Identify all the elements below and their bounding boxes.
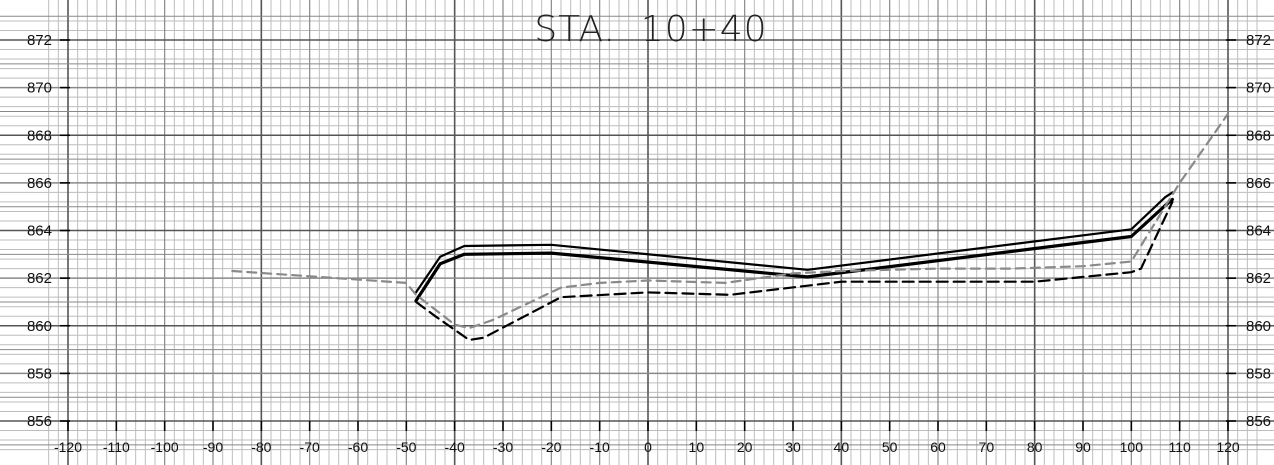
x-tick-label: -60: [348, 439, 368, 455]
x-tick-label: -50: [396, 439, 416, 455]
x-tick-label: 70: [979, 439, 995, 455]
x-tick-label: 60: [930, 439, 946, 455]
x-tick-label: -20: [541, 439, 561, 455]
y-tick-label-right: 856: [1246, 413, 1271, 430]
y-tick-label-right: 870: [1246, 80, 1271, 97]
series-line-solid-black-top: [414, 191, 1174, 294]
y-tick-label-right: 864: [1246, 223, 1271, 240]
x-tick-label: 90: [1075, 439, 1091, 455]
axes: 872 872 870 870 868 868 866 866 864 864 862 862 860 8…: [27, 32, 1271, 455]
x-tick-label: 30: [785, 439, 801, 455]
x-tick-label: 40: [834, 439, 850, 455]
x-tick-label: -90: [203, 439, 223, 455]
x-tick-label: -80: [251, 439, 271, 455]
x-tick-label: 120: [1216, 439, 1240, 455]
y-tick-label-left: 872: [27, 32, 52, 49]
x-tick-label: 10: [689, 439, 705, 455]
y-tick-label-left: 856: [27, 413, 52, 430]
x-tick-label: 20: [737, 439, 753, 455]
y-tick-label-right: 866: [1246, 175, 1271, 192]
x-tick-label: -120: [54, 439, 82, 455]
x-tick-label: 110: [1169, 439, 1192, 455]
series-layer: [231, 112, 1230, 342]
x-tick-label: 50: [882, 439, 898, 455]
y-tick-label-right: 872: [1246, 32, 1271, 49]
y-tick-label-left: 864: [27, 223, 52, 240]
x-tick-label: 0: [644, 439, 652, 455]
y-tick-label-left: 868: [27, 127, 52, 144]
x-tick-label: -40: [445, 439, 465, 455]
y-tick-label-right: 858: [1246, 365, 1271, 382]
y-tick-label-right: 868: [1246, 127, 1271, 144]
series-line-dashed-black: [414, 200, 1174, 342]
y-tick-label-right: 860: [1246, 318, 1271, 335]
series-line-dashed-gray: [231, 112, 1230, 330]
y-tick-label-left: 860: [27, 318, 52, 335]
x-tick-label: -70: [300, 439, 320, 455]
y-tick-label-left: 862: [27, 270, 52, 287]
series-line-solid-black-bottom: [414, 197, 1175, 303]
y-tick-label-left: 858: [27, 365, 52, 382]
x-tick-label: -30: [493, 439, 513, 455]
x-tick-label: -110: [103, 439, 130, 455]
chart-title: STA. 10+40: [534, 9, 767, 50]
x-tick-label: 80: [1027, 439, 1043, 455]
x-tick-label: -10: [590, 439, 610, 455]
x-tick-label: 100: [1120, 439, 1144, 455]
x-tick-label: -100: [151, 439, 179, 455]
y-tick-label-right: 862: [1246, 270, 1271, 287]
y-tick-label-left: 866: [27, 175, 52, 192]
y-tick-label-left: 870: [27, 80, 52, 97]
